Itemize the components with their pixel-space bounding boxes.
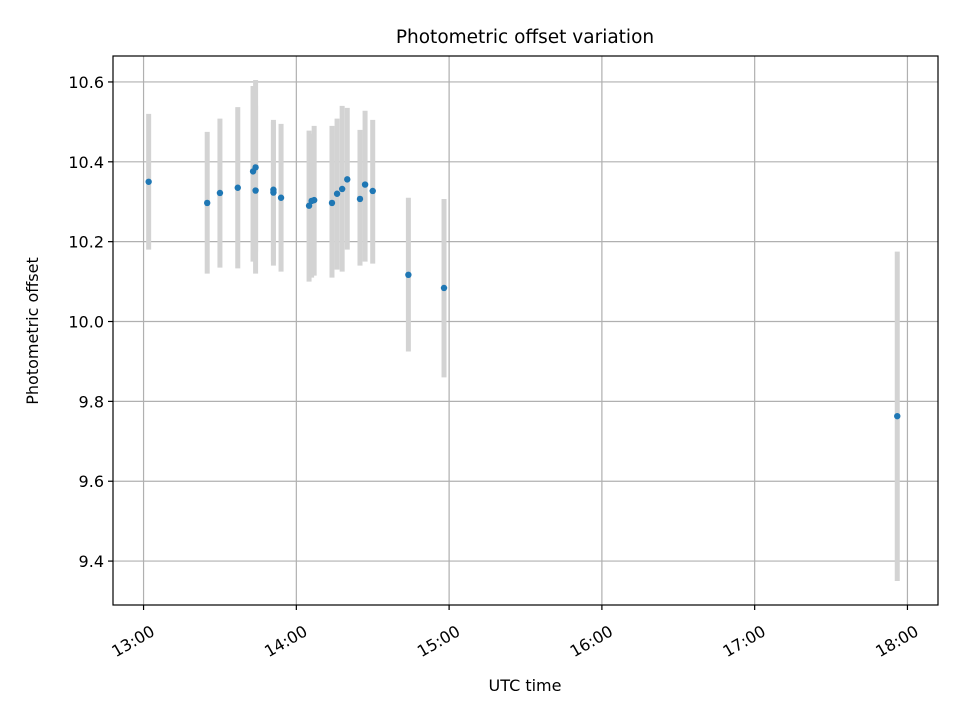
data-point [338,185,346,193]
data-point [204,199,211,207]
y-tick-label: 9.8 [79,392,104,411]
data-point [361,181,369,188]
data-point [894,412,901,420]
data-point [145,178,152,185]
y-axis-label: Photometric offset [23,257,42,405]
data-point [277,194,285,201]
data-point [356,195,364,203]
data-point [328,199,336,207]
data-point [270,189,277,196]
data-point [252,164,259,171]
x-axis-label: UTC time [489,676,562,695]
data-point [344,176,351,183]
y-tick-label: 10.6 [68,73,104,92]
y-tick-label: 10.4 [68,153,104,172]
y-tick-label: 10.0 [68,313,104,332]
y-tick-label: 9.4 [79,552,104,571]
data-point [305,202,313,209]
data-point [252,187,259,194]
data-point [369,187,376,195]
data-point [234,184,241,191]
data-point [405,271,412,279]
y-axis-ticks: 9.4 9.6 9.8 10.0 10.2 10.4 10.6 [68,73,113,571]
data-point [216,189,224,197]
grid [113,56,938,605]
y-tick-label: 9.6 [79,472,104,491]
plot-frame [112,55,939,606]
data-point [310,196,318,204]
data-points [145,164,901,420]
data-point [333,190,341,197]
y-tick-label: 10.2 [68,233,104,252]
data-point [440,284,448,292]
chart-title: Photometric offset variation [396,27,654,48]
